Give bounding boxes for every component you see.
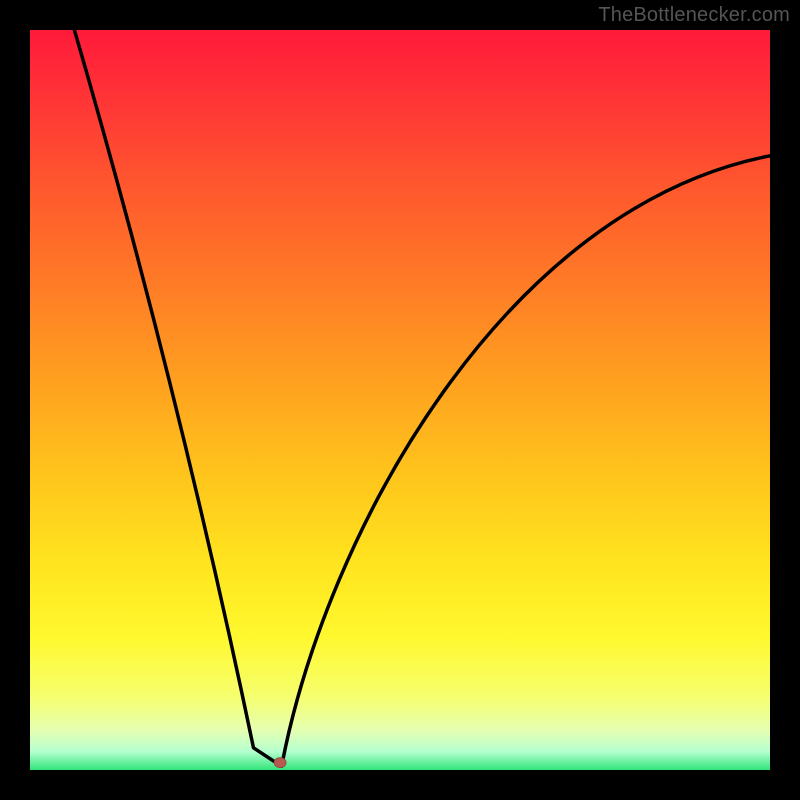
gradient-background: [30, 30, 770, 770]
watermark-text: TheBottlenecker.com: [598, 4, 790, 27]
chart-svg: [30, 30, 770, 770]
chart-container: TheBottlenecker.com: [0, 0, 800, 800]
marker-dot: [274, 758, 286, 768]
plot-area: [30, 30, 770, 770]
